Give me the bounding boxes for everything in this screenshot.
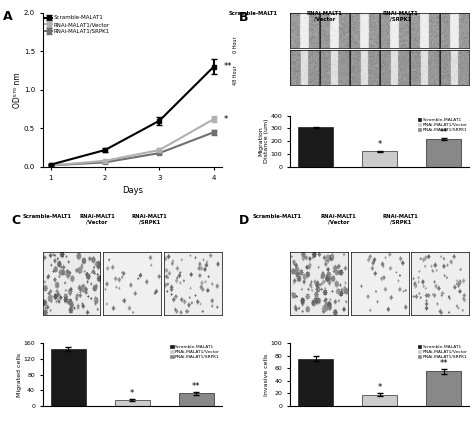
Bar: [362, 395, 397, 406]
Legend: Scramble-MALAT1, RNAi-MALAT1/Vector, RNAi-MALAT1/SRPK1: Scramble-MALAT1, RNAi-MALAT1/Vector, RNA…: [171, 345, 219, 360]
Y-axis label: Migration
Distance (um): Migration Distance (um): [258, 119, 269, 164]
Text: *: *: [377, 140, 382, 149]
Bar: [179, 393, 214, 406]
Text: RNAi-MALT1
/SRPK1: RNAi-MALT1 /SRPK1: [383, 214, 419, 225]
Bar: [426, 371, 461, 406]
Text: A: A: [3, 10, 13, 22]
Legend: Scramble-MALAT1, RNAi-MALAT1/Vector, RNAi-MALAT1/SRPK1: Scramble-MALAT1, RNAi-MALAT1/Vector, RNA…: [46, 16, 110, 34]
Text: **: **: [192, 382, 201, 391]
Text: Scramble-MALT1: Scramble-MALT1: [253, 214, 302, 219]
Bar: [298, 127, 333, 167]
Y-axis label: Invasive cells: Invasive cells: [264, 354, 269, 396]
Text: RNAi-MALT1
/Vector: RNAi-MALT1 /Vector: [321, 214, 357, 225]
Text: *: *: [130, 389, 135, 398]
Text: RNAi-MALT1
/SRPK1: RNAi-MALT1 /SRPK1: [383, 11, 419, 22]
X-axis label: Days: Days: [122, 186, 143, 195]
Text: *: *: [224, 115, 228, 124]
Text: **: **: [439, 359, 448, 368]
Text: *: *: [377, 383, 382, 392]
Text: B: B: [239, 11, 249, 24]
Bar: [362, 151, 397, 167]
Bar: [115, 400, 150, 406]
Y-axis label: OD⁵⁷⁰ nm: OD⁵⁷⁰ nm: [13, 72, 22, 107]
Text: RNAi-MALT1
/Vector: RNAi-MALT1 /Vector: [307, 11, 343, 22]
Text: RNAi-MALT1
/Vector: RNAi-MALT1 /Vector: [79, 214, 115, 225]
Bar: [51, 349, 86, 406]
Legend: Scramble-MALAT1, RNAi-MALAT1/Vector, RNAi-MALAT1/SRPK1: Scramble-MALAT1, RNAi-MALAT1/Vector, RNA…: [418, 118, 467, 132]
Bar: [426, 139, 461, 167]
Text: 48 Hour: 48 Hour: [233, 66, 238, 85]
Legend: Scramble-MALAT1, RNAi-MALAT1/Vector, RNAi-MALAT1/SRPK1: Scramble-MALAT1, RNAi-MALAT1/Vector, RNA…: [418, 345, 467, 360]
Text: **: **: [224, 62, 232, 71]
Text: Scramble-MALT1: Scramble-MALT1: [23, 214, 72, 219]
Text: RNAi-MALT1
/SRPK1: RNAi-MALT1 /SRPK1: [131, 214, 167, 225]
Text: C: C: [12, 214, 21, 227]
Text: Scramble-MALT1: Scramble-MALT1: [229, 11, 278, 16]
Text: **: **: [439, 128, 448, 137]
Text: 0 Hour: 0 Hour: [233, 36, 238, 53]
Y-axis label: Migrated cells: Migrated cells: [17, 352, 22, 397]
Text: D: D: [239, 214, 250, 227]
Bar: [298, 359, 333, 406]
